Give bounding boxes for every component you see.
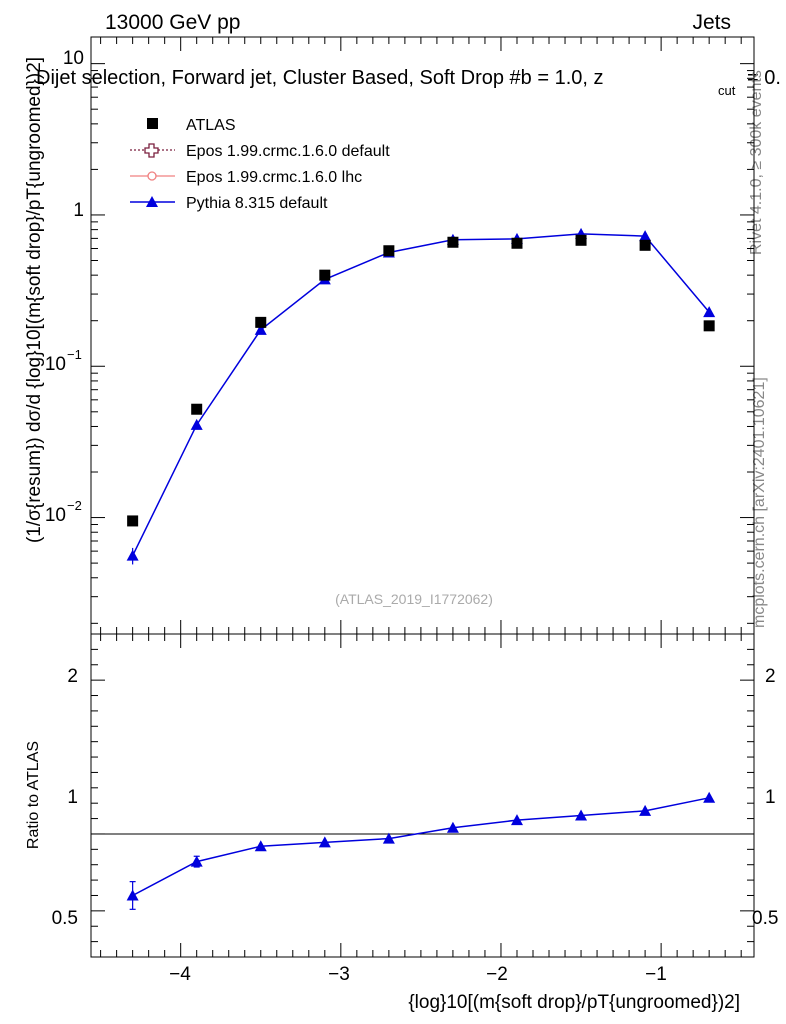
- ratio-pythia-line: [132, 797, 710, 897]
- atlas-point: [639, 239, 651, 251]
- atlas-point: [383, 245, 395, 257]
- legend: ATLAS Epos 1.99.crmc.1.6.0 default Epos …: [130, 117, 390, 212]
- atlas-point: [703, 320, 715, 332]
- xtick-minus3: −3: [328, 964, 350, 985]
- analysis-watermark: (ATLAS_2019_I1772062): [335, 591, 493, 607]
- main-axis-ticks: [91, 37, 754, 634]
- legend-epos-default-marker: [144, 143, 159, 158]
- ratio-pythia-point: [703, 791, 716, 803]
- ratio-pythia-point: [126, 889, 139, 901]
- ytick-main-0.1-exp: −1: [67, 347, 82, 362]
- legend-epos-lhc-marker: [147, 171, 157, 181]
- xtick-minus1: −1: [645, 964, 667, 985]
- ratio-plot-data: [126, 791, 716, 910]
- atlas-point: [319, 269, 331, 281]
- x-axis-title: {log}10[(m{soft drop}/pT{ungroomed})2]: [408, 992, 740, 1013]
- atlas-point: [447, 236, 459, 248]
- ytick-ratio-1-left: 1: [67, 787, 78, 808]
- atlas-point: [575, 234, 587, 246]
- category-label: Jets: [692, 11, 731, 34]
- plot-title-tail: = 1.0, z: [537, 67, 603, 89]
- ratio-axis-ticks: [91, 634, 754, 957]
- ratio-pythia-point: [190, 855, 203, 867]
- atlas-point: [255, 316, 267, 328]
- ytick-ratio-0.5-left: 0.5: [52, 908, 78, 929]
- atlas-point: [127, 515, 139, 527]
- ratio-pythia-point: [254, 840, 267, 852]
- mcplots-label: mcplots.cern.ch [arXiv:2401.10621]: [751, 377, 768, 628]
- atlas-point: [191, 403, 203, 415]
- xtick-minus2: −2: [486, 964, 508, 985]
- ytick-main-10: 10: [63, 48, 84, 69]
- atlas-point: [511, 237, 523, 249]
- plot-title: Dijet selection, Forward jet, Cluster Ba…: [36, 67, 604, 89]
- main-plot-data: [126, 227, 716, 565]
- ratio-pythia-point: [382, 832, 395, 844]
- pythia-point: [254, 323, 267, 335]
- ytick-ratio-1-right: 1: [765, 787, 776, 808]
- ytick-ratio-0.5-right: 0.5: [752, 908, 778, 929]
- legend-pythia-label: Pythia 8.315 default: [186, 195, 328, 212]
- main-y-axis-title: (1/σ{resum}) dσ/d {log}10[(m{soft drop}/…: [24, 57, 45, 543]
- ytick-ratio-2-right: 2: [765, 666, 776, 687]
- ratio-pythia-point: [318, 836, 331, 848]
- ratio-pythia-point: [446, 821, 459, 833]
- pythia-line: [131, 233, 710, 556]
- ratio-plot-frame: [90, 633, 755, 958]
- plot-title-end: = 0.: [747, 67, 781, 89]
- plot-title-subscript: cut: [718, 83, 736, 98]
- legend-epos-default-label: Epos 1.99.crmc.1.6.0 default: [186, 143, 390, 160]
- legend-atlas-label: ATLAS: [186, 117, 236, 134]
- pythia-point: [639, 230, 652, 242]
- ratio-pythia-point: [639, 804, 652, 816]
- legend-pythia-marker: [146, 196, 158, 207]
- pythia-point: [190, 418, 203, 430]
- ytick-main-0.01-exp: −2: [67, 498, 82, 513]
- xtick-minus4: −4: [169, 964, 191, 985]
- legend-epos-lhc-label: Epos 1.99.crmc.1.6.0 lhc: [186, 169, 362, 186]
- plot-title-main: Dijet selection, Forward jet, Cluster Ba…: [36, 67, 532, 89]
- legend-atlas-marker: [147, 118, 158, 129]
- energy-label: 13000 GeV pp: [105, 11, 240, 34]
- pythia-point: [703, 306, 716, 318]
- ytick-main-0.1: 10: [45, 354, 66, 375]
- ytick-ratio-2-left: 2: [67, 666, 78, 687]
- ratio-pythia-point: [510, 814, 523, 826]
- ytick-main-0.01: 10: [45, 505, 66, 526]
- pythia-point: [126, 549, 139, 561]
- ratio-y-axis-title: Ratio to ATLAS: [25, 741, 42, 849]
- ratio-pythia-point: [575, 809, 588, 821]
- ytick-main-1: 1: [73, 200, 84, 221]
- rivet-version-label: Rivet 4.1.0, ≥ 300k events: [748, 70, 765, 255]
